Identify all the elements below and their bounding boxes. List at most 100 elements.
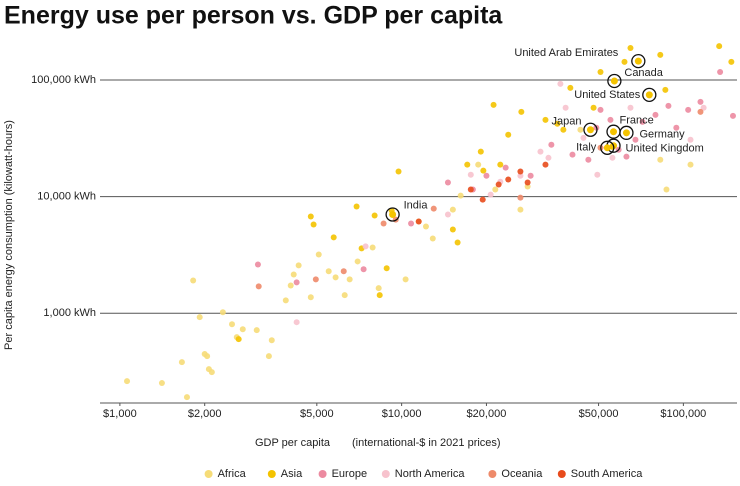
point: [235, 336, 242, 343]
point: [354, 258, 361, 265]
legend-label: Africa: [218, 468, 247, 480]
point: [545, 154, 552, 161]
point: [293, 279, 300, 286]
point: [375, 285, 382, 292]
point: [477, 148, 484, 155]
point: [196, 314, 203, 321]
highlight-point: [603, 144, 611, 152]
point: [517, 194, 524, 201]
point: [330, 234, 337, 241]
highlight-ring: [607, 73, 622, 89]
point: [295, 262, 302, 269]
highlight-ring: [600, 140, 615, 155]
point: [454, 239, 461, 246]
legend-swatch: [488, 470, 497, 478]
point: [208, 369, 215, 376]
point: [307, 294, 314, 301]
point: [557, 80, 564, 87]
point: [219, 309, 226, 316]
annotation-label: United Kingdom: [626, 143, 704, 155]
point: [497, 161, 504, 168]
highlight-point: [622, 129, 630, 137]
legend-swatch: [318, 470, 327, 478]
highlight-point: [610, 128, 618, 136]
x-tick-label: $10,000: [382, 408, 422, 420]
annotation-label: Italy: [576, 142, 597, 154]
chart-title: Energy use per person vs. GDP per capita: [4, 2, 503, 30]
point: [444, 179, 451, 186]
annotation-label: France: [620, 115, 654, 127]
legend-label: Oceania: [501, 468, 543, 480]
point: [429, 235, 436, 242]
legend-label: South America: [571, 468, 643, 480]
point: [290, 271, 297, 278]
point: [254, 261, 261, 268]
point: [580, 134, 587, 141]
point: [687, 136, 694, 143]
point: [560, 126, 567, 133]
y-tick-label: 100,000 kWh: [31, 74, 96, 86]
annotation-label: India: [404, 199, 429, 211]
point: [505, 131, 512, 138]
point: [627, 44, 634, 51]
point: [265, 353, 272, 360]
point: [312, 276, 319, 283]
point: [268, 337, 275, 344]
point: [341, 292, 348, 299]
x-tick-label: $50,000: [579, 408, 619, 420]
highlight-ring: [631, 53, 646, 69]
highlight-ring: [619, 125, 634, 140]
point: [657, 51, 664, 58]
point: [325, 268, 332, 275]
legend-label: North America: [395, 468, 466, 480]
point: [360, 266, 367, 273]
point: [475, 161, 482, 168]
point: [627, 104, 634, 111]
point: [369, 244, 376, 251]
highlight-point: [389, 211, 397, 219]
point: [380, 220, 387, 227]
highlight-point: [586, 126, 594, 134]
point: [467, 186, 474, 193]
point: [422, 223, 429, 230]
highlight-point: [634, 57, 642, 65]
highlight-point: [645, 91, 653, 99]
point: [517, 172, 524, 179]
point: [517, 206, 524, 213]
point: [663, 186, 670, 193]
point: [537, 148, 544, 155]
x-tick-label: $20,000: [467, 408, 507, 420]
point: [728, 58, 735, 65]
point: [607, 116, 614, 123]
legend-swatch: [267, 470, 276, 478]
point: [487, 191, 494, 198]
point: [567, 84, 574, 91]
point: [158, 380, 165, 387]
point: [717, 68, 724, 75]
highlight-ring: [642, 87, 657, 103]
point: [402, 276, 409, 283]
y-tick-label: 1,000 kWh: [43, 307, 96, 319]
point: [362, 243, 369, 250]
point: [569, 151, 576, 158]
point: [639, 118, 646, 125]
point: [383, 265, 390, 272]
point: [353, 203, 360, 210]
point: [310, 221, 317, 228]
point: [190, 277, 197, 284]
point: [449, 226, 456, 233]
point: [415, 218, 422, 225]
point: [480, 167, 487, 174]
point: [652, 111, 659, 118]
y-axis-label: Per capita energy consumption (kilowatt-…: [3, 120, 15, 350]
point: [700, 104, 707, 111]
y-tick-label: 10,000 kWh: [37, 190, 96, 202]
point: [697, 108, 704, 115]
x-tick-label: $100,000: [660, 408, 706, 420]
point: [346, 276, 353, 283]
point: [495, 181, 502, 188]
point: [548, 141, 555, 148]
legend-label: Asia: [281, 468, 303, 480]
point: [307, 213, 314, 220]
point: [527, 172, 534, 179]
